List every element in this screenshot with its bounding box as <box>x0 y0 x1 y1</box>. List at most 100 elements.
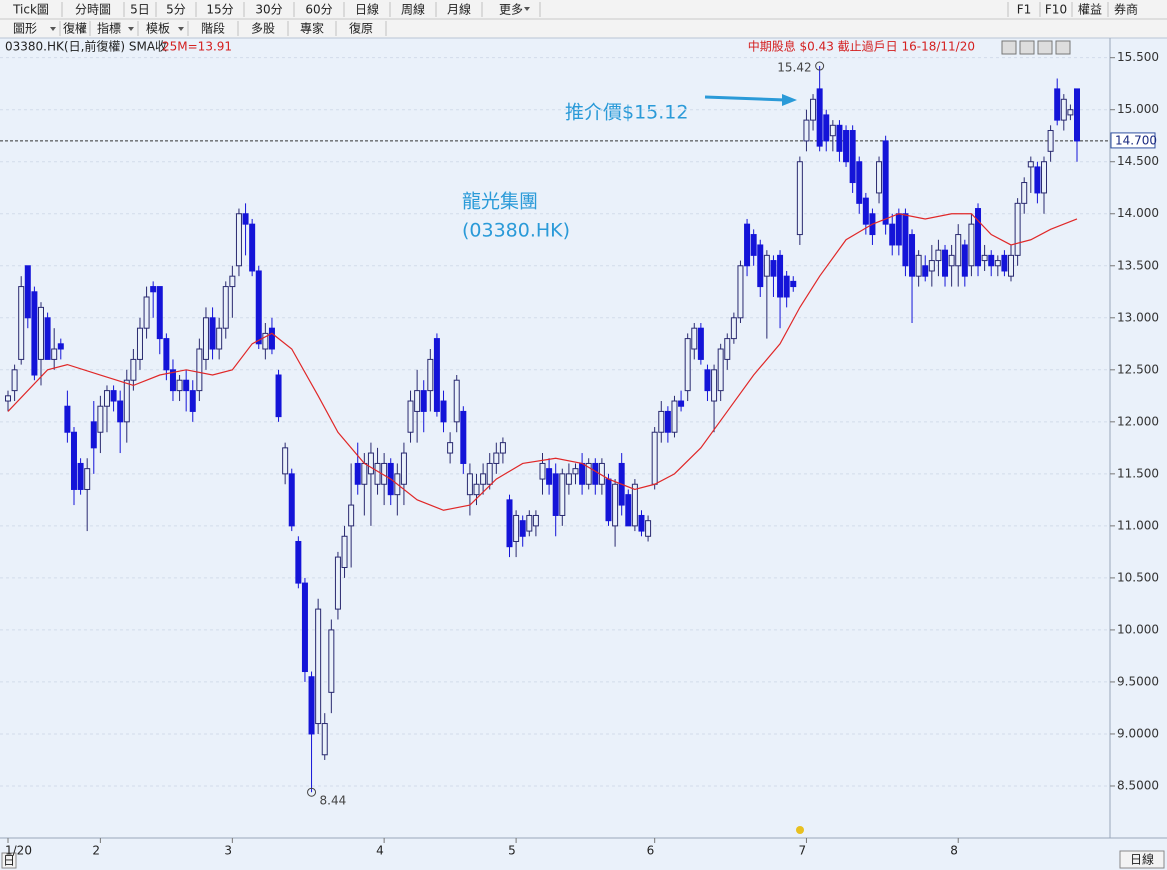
toolbar-button[interactable]: 30分 <box>255 3 282 17</box>
toolbar-button[interactable]: 5分 <box>166 3 186 17</box>
extreme-label: 8.44 <box>320 794 347 808</box>
candle-body <box>909 234 916 277</box>
candle-body <box>935 249 942 262</box>
candle-body <box>440 400 447 423</box>
candle-body <box>117 400 124 423</box>
tool-button[interactable] <box>1019 40 1035 55</box>
toolbar-button[interactable]: 指標 <box>97 21 121 36</box>
candle-body <box>31 291 38 376</box>
toolbar-button[interactable]: 階段 <box>201 21 225 36</box>
candle-body <box>565 473 572 485</box>
y-tick-label: 11.500 <box>1117 466 1159 480</box>
candle-body <box>730 317 737 340</box>
candle-body <box>1047 130 1054 152</box>
dropdown-arrow <box>178 27 184 31</box>
candle-body <box>130 358 137 381</box>
candle-body <box>994 260 1001 267</box>
y-tick-label: 14.500 <box>1117 154 1159 168</box>
dropdown-arrow <box>50 27 56 31</box>
toolbar-button[interactable]: 圖形 <box>13 22 37 36</box>
candle-body <box>981 254 988 262</box>
candle-body <box>282 447 289 475</box>
candle-body <box>1060 98 1067 121</box>
period-button[interactable] <box>1119 850 1165 869</box>
callout-arrow <box>704 95 786 102</box>
candle-body <box>493 452 500 464</box>
candle-body <box>684 338 691 392</box>
toolbar-button[interactable]: 模板 <box>146 22 170 36</box>
toolbar-button[interactable]: 月線 <box>447 2 471 17</box>
candle-body <box>374 462 381 485</box>
candle-body <box>651 431 658 485</box>
toolbar-button[interactable]: 60分 <box>305 3 332 17</box>
candle-body <box>156 286 163 340</box>
candle-body <box>499 442 506 454</box>
candle-body <box>414 390 421 412</box>
candle-body <box>70 431 77 490</box>
toolbar-button[interactable]: 周線 <box>401 2 425 17</box>
toolbar-button[interactable]: 5日 <box>130 3 150 17</box>
toolbar-button[interactable]: 更多 <box>499 3 523 17</box>
y-tick-label: 9.5000 <box>1117 674 1159 688</box>
candle-body <box>737 265 744 319</box>
candle-body <box>222 286 229 329</box>
toolbar-button[interactable]: 復權 <box>63 21 87 36</box>
candle-body <box>889 223 896 246</box>
candle-body <box>202 317 209 360</box>
toolbar-button[interactable]: F10 <box>1045 3 1067 17</box>
toolbar-button[interactable]: 專家 <box>300 21 324 36</box>
candle-body <box>328 629 335 693</box>
toolbar-button[interactable]: 復原 <box>349 21 373 36</box>
candle-body <box>585 462 592 485</box>
candle-body <box>24 265 31 319</box>
candle-body <box>546 468 553 485</box>
candle-body <box>796 161 803 236</box>
candle-body <box>744 223 751 267</box>
candle-body <box>895 213 902 246</box>
period-label: 日線 <box>1130 852 1154 867</box>
candle-body <box>57 343 64 350</box>
toolbar-button[interactable]: 多股 <box>251 22 275 36</box>
x-tick-label: 1/20 <box>5 844 32 858</box>
candle-body <box>1001 254 1008 272</box>
candle-body <box>915 254 922 277</box>
tool-button[interactable] <box>1001 40 1017 55</box>
candle-body <box>948 254 955 267</box>
toolbar-button[interactable]: 15分 <box>206 3 233 17</box>
candle-body <box>942 249 949 277</box>
candle-body <box>658 410 665 433</box>
candle-body <box>961 244 968 277</box>
bottom-button[interactable] <box>1 852 17 869</box>
candle-body <box>143 296 150 329</box>
candle-body <box>1034 166 1041 194</box>
last-price-label: 14.700 <box>1115 133 1157 147</box>
company-name: 龍光集團 <box>462 191 538 213</box>
y-tick-label: 14.000 <box>1117 206 1159 220</box>
toolbar-button[interactable]: 權益 <box>1078 3 1102 17</box>
candle-body <box>717 348 724 392</box>
toolbar-button[interactable]: 日線 <box>355 2 379 17</box>
candle-body <box>876 161 883 194</box>
candle-body <box>1021 182 1028 204</box>
toolbar-button[interactable]: Tick圖 <box>12 3 49 17</box>
candle-body <box>638 514 645 532</box>
toolbar-button[interactable]: F1 <box>1017 3 1032 17</box>
candle-body <box>216 327 223 350</box>
candle-body <box>110 390 117 402</box>
candle-body <box>447 442 454 454</box>
candle-body <box>400 452 407 485</box>
candle-body <box>816 88 823 147</box>
last-price-box <box>1110 132 1156 149</box>
toolbar-button[interactable]: 券商 <box>1114 2 1138 17</box>
candle-body <box>697 327 704 360</box>
candle-body <box>5 395 11 402</box>
toolbar-button[interactable]: 分時圖 <box>75 3 111 17</box>
extreme-label: 15.42 <box>777 61 811 75</box>
candle-body <box>862 197 869 225</box>
tool-button[interactable] <box>1055 40 1071 55</box>
candle-body <box>1041 161 1048 194</box>
candle-body <box>763 254 770 277</box>
tool-button[interactable] <box>1037 40 1053 55</box>
dividend-marker <box>796 826 804 834</box>
